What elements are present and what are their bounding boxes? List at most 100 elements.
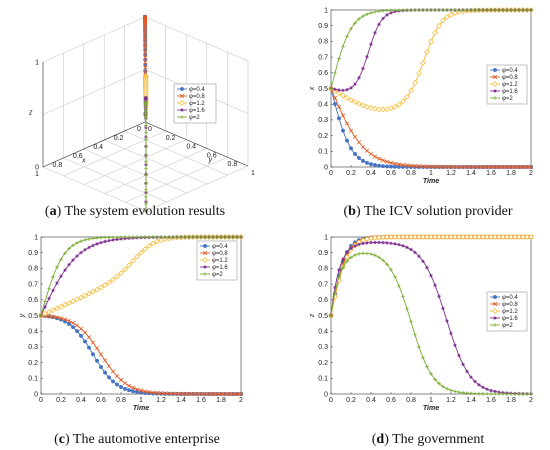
data-point <box>420 164 426 169</box>
data-point <box>461 8 465 12</box>
legend-marker <box>493 67 498 72</box>
y-tick-label: 1 <box>324 234 328 241</box>
legend-label: φ=0.8 <box>212 251 228 257</box>
data-point <box>78 294 84 301</box>
data-point <box>369 252 373 256</box>
data-point <box>521 392 525 396</box>
data-point <box>421 259 425 264</box>
data-point <box>457 353 461 358</box>
data-point <box>432 164 438 169</box>
data-point <box>513 8 517 12</box>
data-point <box>369 11 373 15</box>
data-point <box>144 166 148 171</box>
data-point <box>114 382 119 387</box>
data-point <box>436 164 442 169</box>
data-point <box>166 391 172 396</box>
data-point <box>420 60 426 66</box>
data-point <box>416 70 422 77</box>
y-axis-label: y <box>208 157 213 164</box>
floor-grid-line <box>104 148 207 194</box>
data-point <box>521 8 525 12</box>
data-point <box>103 235 107 240</box>
data-point <box>115 235 119 239</box>
legend-marker <box>202 243 207 248</box>
data-point <box>138 388 144 393</box>
data-point <box>357 17 361 21</box>
data-point <box>385 241 389 245</box>
x-tick-label: 1.4 <box>466 170 476 177</box>
data-point <box>453 8 457 12</box>
data-point <box>106 364 112 369</box>
data-point <box>436 234 442 240</box>
caption-b: (b) The ICV solution provider <box>343 204 512 219</box>
data-point <box>167 235 171 239</box>
data-point <box>74 296 80 303</box>
data-point <box>98 365 103 370</box>
data-point <box>401 8 405 12</box>
y-tick-label: 0.9 <box>28 250 38 257</box>
data-point <box>144 202 148 206</box>
data-point <box>421 164 426 169</box>
data-point <box>118 384 123 389</box>
data-point <box>492 234 498 240</box>
data-point <box>341 265 345 270</box>
legend-label: φ=2 <box>212 272 223 278</box>
legend-marker <box>493 295 498 300</box>
data-point <box>98 284 104 291</box>
y-axis-label: y <box>19 313 26 318</box>
data-point <box>143 38 148 44</box>
data-point <box>448 164 454 169</box>
data-point <box>384 159 390 164</box>
z-tick-label: 1 <box>35 60 39 67</box>
data-point <box>50 314 56 319</box>
data-point <box>86 345 91 350</box>
x-tick-label: 0.2 <box>114 135 124 142</box>
data-point <box>364 148 370 153</box>
y-tick-label: 0.6 <box>28 297 38 304</box>
data-point <box>493 392 497 396</box>
data-point <box>42 310 48 317</box>
data-point <box>47 286 51 291</box>
y-tick-label: 0.4 <box>28 329 38 336</box>
data-point <box>485 387 489 391</box>
data-point <box>162 391 168 396</box>
data-point <box>90 352 95 357</box>
data-point <box>348 97 354 103</box>
data-point <box>70 320 76 326</box>
data-point <box>360 144 366 150</box>
data-point <box>130 385 136 390</box>
data-point <box>448 11 454 18</box>
data-point <box>393 242 397 246</box>
data-point <box>66 300 72 306</box>
data-point <box>417 254 421 259</box>
data-point <box>377 255 381 260</box>
data-point <box>440 17 446 24</box>
data-point <box>51 288 55 293</box>
floor-grid-line <box>42 166 147 212</box>
data-point <box>230 391 236 397</box>
data-point <box>464 234 470 240</box>
data-point <box>94 286 100 293</box>
data-point <box>460 164 466 170</box>
legend-marker <box>203 265 207 269</box>
data-point <box>143 65 148 70</box>
data-point <box>381 258 385 263</box>
data-point <box>361 158 366 163</box>
x-tick-label: 1.6 <box>486 397 496 404</box>
data-point <box>377 163 382 168</box>
y-tick-label: 1 <box>251 170 255 177</box>
legend-marker <box>492 308 498 314</box>
y-tick-label: 0.8 <box>228 161 238 168</box>
data-point <box>444 164 450 169</box>
data-point <box>222 391 228 397</box>
data-point <box>333 87 337 92</box>
data-point <box>333 285 337 290</box>
legend-marker <box>202 250 208 256</box>
data-point <box>143 60 148 65</box>
data-point <box>154 238 160 245</box>
y-tick-label: 0.2 <box>166 135 176 142</box>
y-axis-line <box>144 121 249 167</box>
data-point <box>66 318 72 324</box>
x-tick-label: 0.6 <box>386 397 396 404</box>
data-point <box>500 164 506 170</box>
